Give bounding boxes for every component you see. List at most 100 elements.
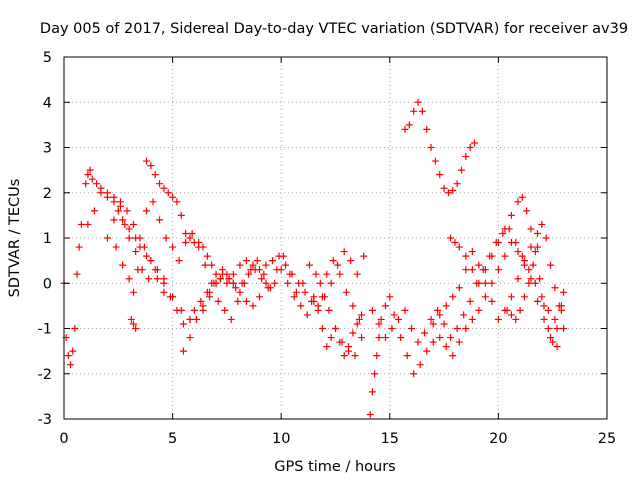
data-point [88, 175, 96, 183]
data-point [533, 297, 541, 305]
plot-frame [63, 56, 608, 420]
data-point [329, 257, 337, 265]
data-point [555, 302, 563, 310]
data-point [560, 325, 568, 332]
data-point [186, 234, 194, 242]
data-point [368, 306, 376, 314]
data-point [143, 207, 151, 215]
data-point [160, 288, 168, 296]
data-points [60, 98, 568, 418]
series-track-i [310, 293, 366, 360]
data-point [353, 320, 361, 328]
data-point [332, 325, 339, 332]
data-point [499, 229, 507, 237]
y-tick-label: 4 [43, 95, 52, 111]
data-point [255, 293, 263, 301]
data-point [444, 189, 452, 197]
data-point [238, 279, 246, 287]
data-point [103, 193, 111, 201]
data-point [169, 293, 177, 301]
data-point [345, 343, 353, 351]
data-point [125, 225, 133, 233]
data-point [140, 243, 148, 251]
data-point [186, 334, 194, 342]
series-track-m [429, 229, 541, 328]
data-point [201, 261, 209, 269]
data-point [314, 306, 322, 314]
data-point [156, 216, 164, 224]
data-point [297, 302, 305, 310]
data-point [488, 297, 496, 305]
series-track-j [366, 239, 568, 418]
data-point [179, 320, 187, 328]
data-point [512, 315, 520, 323]
data-point [75, 243, 83, 251]
data-point [143, 252, 151, 260]
data-point [175, 257, 183, 265]
data-point [540, 315, 548, 323]
data-point [69, 347, 77, 355]
data-point [342, 288, 350, 296]
data-point [436, 171, 444, 179]
data-point [358, 311, 366, 319]
data-point [553, 343, 561, 351]
data-point [221, 306, 229, 314]
data-point [353, 270, 361, 278]
x-tick-label: 15 [381, 431, 399, 447]
x-tick-label: 10 [272, 431, 290, 447]
data-point [242, 257, 250, 265]
data-point [225, 275, 233, 283]
data-point [249, 261, 257, 269]
data-point [340, 248, 348, 256]
data-point [93, 180, 101, 188]
data-point [514, 275, 522, 283]
data-point [560, 288, 568, 296]
data-point [453, 325, 461, 332]
data-point [481, 279, 489, 287]
data-point [216, 275, 224, 283]
data-point [455, 284, 463, 292]
data-point [292, 288, 300, 296]
data-point [449, 293, 457, 301]
data-point [381, 302, 389, 310]
data-point [134, 266, 142, 274]
data-point [501, 225, 509, 233]
data-point [368, 388, 376, 396]
data-point [547, 261, 555, 269]
data-point [460, 311, 468, 319]
data-point [542, 234, 550, 242]
data-point [303, 311, 311, 319]
data-point [462, 153, 470, 161]
data-point [114, 207, 122, 215]
data-point [375, 334, 383, 342]
data-point [440, 320, 448, 328]
data-point [536, 275, 544, 283]
data-point [127, 315, 135, 323]
data-point [203, 252, 211, 260]
data-point [514, 198, 522, 206]
series-track-d [112, 243, 177, 301]
y-tick-label: 1 [43, 231, 52, 247]
data-point [471, 139, 479, 147]
data-point [177, 211, 185, 219]
data-point [421, 329, 429, 337]
y-tick-label: -3 [38, 412, 52, 428]
data-point [301, 288, 309, 296]
data-point [531, 248, 539, 256]
x-tick-labels: 0 5 10 15 20 25 [59, 431, 616, 447]
data-point [164, 189, 172, 197]
data-point [186, 315, 194, 323]
data-point [125, 234, 133, 242]
data-point [262, 279, 270, 287]
data-point [153, 266, 161, 274]
data-point [518, 193, 526, 201]
data-point [553, 325, 561, 332]
data-point [475, 306, 483, 314]
data-point [544, 325, 552, 332]
data-point [195, 239, 203, 247]
data-point [377, 315, 385, 323]
data-point [468, 266, 476, 274]
data-point [501, 252, 509, 260]
data-point [325, 306, 333, 314]
